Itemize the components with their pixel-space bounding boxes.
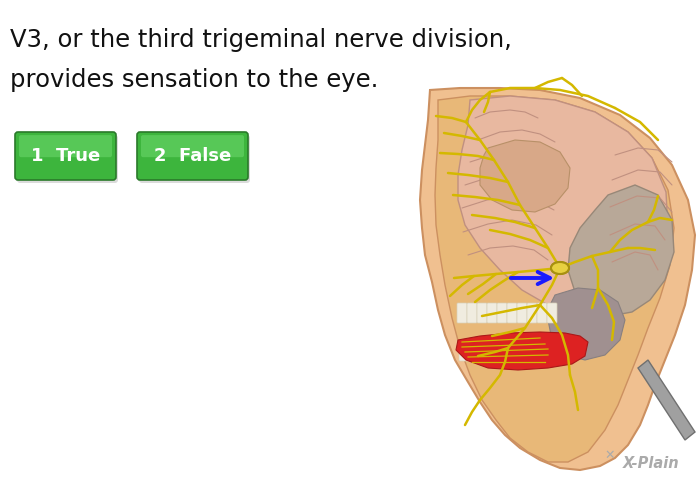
FancyBboxPatch shape [509,343,519,361]
FancyBboxPatch shape [477,303,487,323]
FancyBboxPatch shape [537,303,547,323]
FancyBboxPatch shape [519,343,529,361]
FancyBboxPatch shape [489,343,499,361]
FancyBboxPatch shape [457,303,467,323]
Polygon shape [568,185,674,316]
FancyBboxPatch shape [539,343,549,361]
Ellipse shape [551,262,569,274]
Text: 1  True: 1 True [31,147,100,165]
FancyBboxPatch shape [15,132,116,180]
Polygon shape [420,88,695,470]
Polygon shape [638,360,695,440]
FancyBboxPatch shape [137,132,248,180]
FancyBboxPatch shape [497,303,507,323]
FancyBboxPatch shape [141,135,244,157]
Text: V3, or the third trigeminal nerve division,: V3, or the third trigeminal nerve divisi… [10,28,512,52]
Polygon shape [435,96,674,462]
FancyBboxPatch shape [467,303,477,323]
Text: 2  False: 2 False [154,147,231,165]
FancyBboxPatch shape [499,343,509,361]
FancyBboxPatch shape [549,343,559,361]
FancyBboxPatch shape [469,343,479,361]
Ellipse shape [551,262,569,274]
Polygon shape [480,140,570,212]
FancyBboxPatch shape [19,135,112,157]
FancyBboxPatch shape [529,343,539,361]
FancyBboxPatch shape [139,135,250,183]
Text: X-Plain: X-Plain [623,456,680,470]
FancyBboxPatch shape [507,303,517,323]
Polygon shape [456,332,588,370]
FancyBboxPatch shape [517,303,527,323]
Polygon shape [458,96,668,318]
FancyBboxPatch shape [527,303,537,323]
FancyBboxPatch shape [547,303,557,323]
FancyBboxPatch shape [17,135,118,183]
FancyBboxPatch shape [487,303,497,323]
Text: ✕: ✕ [605,448,615,461]
Polygon shape [548,288,625,360]
Text: provides sensation to the eye.: provides sensation to the eye. [10,68,379,92]
FancyBboxPatch shape [479,343,489,361]
FancyBboxPatch shape [459,343,469,361]
